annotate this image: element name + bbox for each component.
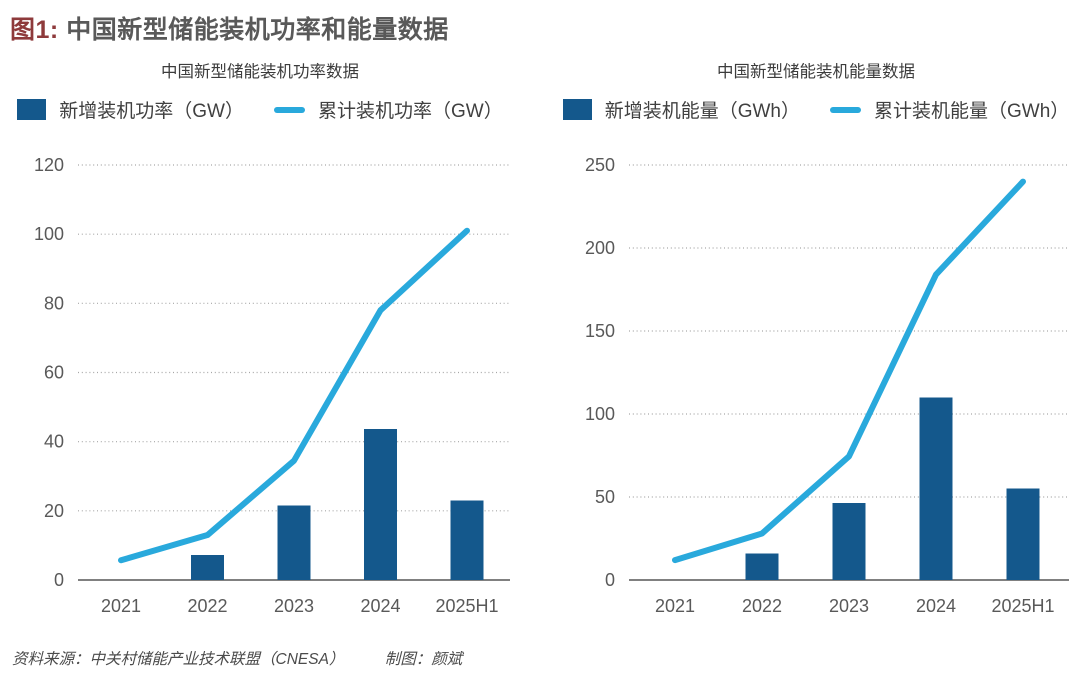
figure-number-label: 图1: <box>10 16 67 44</box>
energy-chart-plot: 0 50 100 150 200 250 2021 2022 2023 2024 2025H1 <box>585 155 1069 616</box>
x-tick-label: 2022 <box>187 596 227 616</box>
y-tick-label: 50 <box>595 487 615 507</box>
figure-title-text: 中国新型储能装机功率和能量数据 <box>66 16 449 44</box>
bar-swatch-icon <box>562 99 592 120</box>
legend-item-new-energy: 新增装机能量（GWh） <box>562 96 800 123</box>
y-tick-label: 40 <box>44 432 64 452</box>
legend-item-new-power: 新增装机功率（GW） <box>17 96 244 123</box>
x-tick-label: 2021 <box>101 596 141 616</box>
energy-chart-title: 中国新型储能装机能量数据 <box>717 63 915 81</box>
cumulative-line <box>118 227 470 564</box>
line-swatch-icon <box>830 106 861 113</box>
y-tick-label: 200 <box>585 238 615 258</box>
source-note: 资料来源：中关村储能产业技术联盟（CNESA） <box>12 651 345 668</box>
energy-chart-header: 中国新型储能装机能量数据 新增装机能量（GWh） 累计装机能量（GWh） <box>552 58 1080 123</box>
legend-label-cumulative-energy: 累计装机能量（GWh） <box>874 101 1070 122</box>
bar-2024 <box>919 397 953 580</box>
power-chart-title: 中国新型储能装机功率数据 <box>161 63 359 81</box>
figure-title: 图1: 中国新型储能装机功率和能量数据 <box>10 10 449 46</box>
power-chart-plot: 0 20 40 60 80 100 120 2021 2022 2023 2024 2025H1 <box>34 155 510 616</box>
y-tick-label: 100 <box>34 224 64 244</box>
legend-label-new-power: 新增装机功率（GW） <box>59 101 244 122</box>
bar-2025H1 <box>450 500 484 580</box>
energy-chart-legend: 新增装机能量（GWh） 累计装机能量（GWh） <box>552 96 1080 123</box>
bar-2022 <box>191 554 224 580</box>
bar-2023 <box>832 502 866 580</box>
x-tick-label: 2025H1 <box>991 596 1054 616</box>
x-tick-label: 2023 <box>829 596 869 616</box>
bar-2022 <box>745 553 779 580</box>
y-tick-label: 0 <box>605 570 615 590</box>
x-tick-label: 2025H1 <box>435 596 498 616</box>
y-tick-label: 0 <box>54 570 64 590</box>
y-tick-label: 60 <box>44 363 64 383</box>
legend-label-new-energy: 新增装机能量（GWh） <box>604 101 800 122</box>
x-tick-label: 2024 <box>360 596 400 616</box>
y-tick-label: 250 <box>585 155 615 175</box>
bar-2025H1 <box>1006 488 1040 580</box>
power-chart-legend: 新增装机功率（GW） 累计装机功率（GW） <box>0 96 520 123</box>
x-tick-label: 2024 <box>916 596 956 616</box>
y-tick-label: 100 <box>585 404 615 424</box>
legend-item-cumulative-power: 累计装机功率（GW） <box>274 96 503 123</box>
y-tick-label: 150 <box>585 321 615 341</box>
footer: 资料来源：中关村储能产业技术联盟（CNESA） 制图：颜斌 <box>12 647 462 669</box>
legend-item-cumulative-energy: 累计装机能量（GWh） <box>830 96 1069 123</box>
credit-note: 制图：颜斌 <box>384 651 463 668</box>
x-tick-label: 2023 <box>274 596 314 616</box>
bar-2024 <box>364 428 397 580</box>
x-tick-label: 2021 <box>655 596 695 616</box>
y-tick-label: 120 <box>34 155 64 175</box>
power-chart-header: 中国新型储能装机功率数据 新增装机功率（GW） 累计装机功率（GW） <box>0 58 520 123</box>
y-tick-label: 80 <box>44 293 64 313</box>
y-tick-label: 20 <box>44 501 64 521</box>
cumulative-line <box>672 178 1026 564</box>
legend-label-cumulative-power: 累计装机功率（GW） <box>318 101 503 122</box>
line-swatch-icon <box>274 106 305 113</box>
bar-2023 <box>277 505 311 580</box>
bar-swatch-icon <box>17 99 47 120</box>
x-tick-label: 2022 <box>742 596 782 616</box>
